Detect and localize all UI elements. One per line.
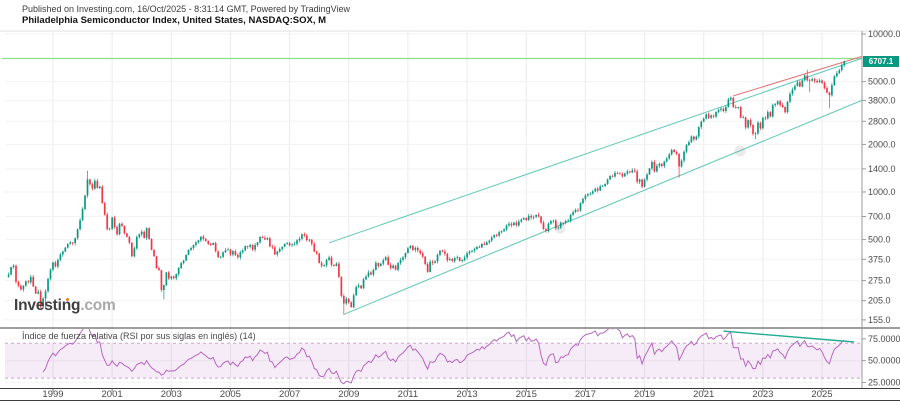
price-axis-tick-label: 3800.0	[868, 95, 896, 105]
channel-upper-line	[328, 57, 862, 244]
investing-watermark-brand: Investing	[14, 297, 81, 314]
rsi-axis-tick-label: 75.0000	[868, 334, 900, 344]
trend-channel	[328, 57, 862, 315]
rsi-trendline	[723, 330, 855, 343]
rsi-band-fill	[5, 343, 862, 379]
price-axis-tick-label: 2800.0	[868, 116, 896, 126]
x-axis-year-label: 2017	[575, 389, 596, 400]
grid	[5, 31, 862, 389]
x-axis-year-label: 1999	[42, 389, 63, 400]
x-axis-year-label: 2011	[398, 389, 418, 400]
drawing-anchor-point	[734, 145, 746, 157]
x-axis-year-label: 2001	[102, 389, 123, 400]
candlestick-series	[7, 60, 846, 315]
price-axis-tick-label: 1000.0	[868, 187, 896, 197]
investing-logo-dot-icon	[65, 298, 69, 302]
x-axis-year-label: 2015	[516, 389, 537, 400]
rsi-panel	[5, 329, 862, 385]
price-axis-tick-label: 700.0	[868, 212, 891, 222]
rsi-axis-tick-label: 25.0000	[868, 377, 900, 387]
instrument-title: Philadelphia Semiconductor Index, United…	[22, 15, 327, 26]
investing-watermark-suffix: .com	[80, 297, 116, 314]
x-axis-year-label: 2003	[161, 389, 182, 400]
x-axis-year-label: 2023	[752, 389, 773, 400]
x-axis-year-label: 2025	[811, 389, 832, 400]
resistance-line	[733, 56, 862, 97]
resistance-trendline	[733, 56, 862, 97]
price-axis-tick-label: 500.0	[868, 235, 891, 245]
price-axis-tick-label: 2000.0	[868, 139, 896, 149]
price-axis-tick-label: 205.0	[868, 296, 891, 306]
price-axis-tick-label: 5000.0	[868, 77, 896, 87]
price-axis-tick-label: 1400.0	[868, 164, 896, 174]
drawing-anchor-point	[554, 222, 566, 234]
price-axis-tick-label: 275.0	[868, 276, 891, 286]
channel-lower-line	[343, 99, 862, 315]
x-axis-year-label: 2007	[279, 389, 300, 400]
last-price-label: 6707.1	[863, 56, 899, 67]
price-axis-tick-label: 10000.0	[868, 29, 900, 39]
rsi-line	[42, 329, 845, 385]
price-axis-tick-label: 155.0	[868, 315, 891, 325]
price-axis: 10000.0 5000.0 3800.0 2800.0 2000.0 1400.0 100…	[861, 29, 900, 389]
investing-watermark: Investing.com	[14, 297, 116, 315]
time-axis: 1999 2001 2003 2005 2007 2009 2011 2013 2015 2017…	[0, 388, 900, 401]
x-axis-year-label: 2005	[220, 389, 241, 400]
price-axis-tick-label: 375.0	[868, 254, 891, 264]
rsi-axis-tick-label: 50.0000	[868, 356, 900, 366]
published-line: Published on Investing.com, 16/Oct/2025 …	[22, 4, 351, 14]
x-axis-year-label: 2009	[338, 389, 359, 400]
x-axis-year-label: 2013	[457, 389, 478, 400]
x-axis-year-label: 2021	[693, 389, 714, 400]
rsi-indicator-label: Índice de fuerza relativa (RSI por sus s…	[22, 331, 256, 341]
x-axis-year-label: 2019	[634, 389, 655, 400]
